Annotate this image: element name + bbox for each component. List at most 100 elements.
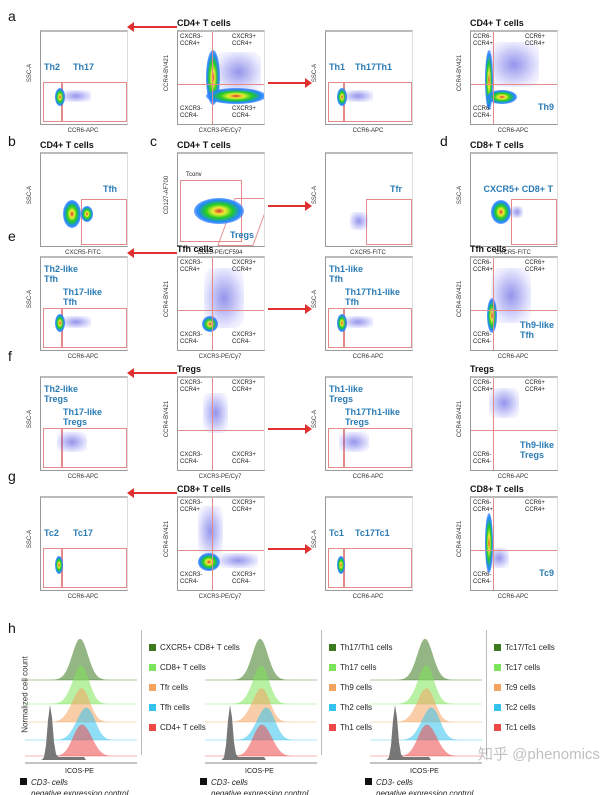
legend-label: Tfh cells — [160, 703, 190, 712]
quadrant-label-line: CCR4- — [232, 459, 251, 465]
quadrant-label: CCR6+ CCR4+ — [525, 380, 545, 394]
y-axis-label: SSC-A — [27, 185, 33, 205]
cell-density — [485, 513, 493, 573]
y-axis-label: CCR4-BV421 — [457, 520, 463, 558]
watermark: 知乎 @phenomics — [478, 746, 600, 763]
quadrant-label-line: CXCR3+ — [232, 332, 256, 338]
legend-label: Th17 cells — [340, 663, 377, 672]
y-axis-label: SSC-A — [27, 289, 33, 309]
quadrant-label-line: CCR4+ — [232, 507, 252, 513]
quadrant-label: CXCR3+ CCR4+ — [232, 34, 256, 48]
panel-title: CD8+ T cells — [470, 140, 524, 150]
quadrant-label-line: CCR4- — [473, 339, 492, 345]
quadrant-label: CXCR3- CCR4+ — [180, 380, 202, 394]
gate-line — [493, 498, 494, 590]
x-axis-label: CXCR5-FITC — [495, 250, 531, 256]
quadrant-label-line: CCR6- — [473, 34, 492, 40]
flow-plot-g2: CXCR3- CCR4+ CXCR3+ CCR4+ CXCR3- CCR4- CXCR3+ C… — [177, 496, 265, 591]
flow-plot-a3: Th1 Th17Th1 — [325, 30, 413, 125]
gate-line — [471, 84, 557, 85]
x-axis-label: CCR6-APC — [67, 354, 99, 360]
quadrant-label: CXCR3- CCR4- — [180, 106, 202, 120]
arrow-right — [268, 78, 312, 88]
population-label: Th9-like Tfh — [519, 320, 554, 340]
quadrant-label-line: CCR6- — [473, 260, 492, 266]
flow-plot-f2: CXCR3- CCR4+ CXCR3+ CCR4+ CXCR3- CCR4- CXCR3+ C… — [177, 376, 265, 471]
histogram-th1-cells — [210, 724, 310, 756]
quadrant-label-line: CCR6- — [473, 500, 492, 506]
y-axis-label: SSC-A — [27, 529, 33, 549]
quadrant-label-line: CXCR3+ — [232, 380, 256, 386]
quadrant-label: CXCR3- CCR4- — [180, 332, 202, 346]
histogram-x-axis-label: ICOS-PE — [410, 768, 439, 775]
x-axis-label: CCR6-APC — [67, 594, 99, 600]
gate-line — [471, 550, 557, 551]
histogram-cxcr5-cd8-t-cells — [30, 638, 130, 680]
histogram-tc1-cells — [375, 724, 475, 756]
x-axis-label: CCR6-APC — [497, 474, 529, 480]
flow-plot-g3: Tc1 Tc17Tc1 — [325, 496, 413, 591]
quadrant-label-line: CCR4+ — [180, 507, 200, 513]
control-swatch — [20, 778, 27, 785]
panel-title: Tregs — [470, 364, 495, 374]
legend-item: CD8+ T cells — [149, 663, 206, 672]
gate-line — [212, 498, 213, 590]
cell-scatter — [57, 432, 87, 452]
quadrant-label-line: CCR6+ — [525, 380, 545, 386]
quadrant-label-line: CCR6- — [473, 332, 492, 338]
gate-line — [493, 258, 494, 350]
quadrant-label: CXCR3- CCR4+ — [180, 500, 202, 514]
y-axis-label: SSC-A — [312, 63, 318, 83]
cell-scatter — [343, 316, 373, 328]
control-label: CD3- cells — [376, 778, 413, 787]
legend-swatch — [494, 664, 501, 671]
population-label-tregs: Tregs — [230, 230, 255, 240]
cell-scatter — [350, 212, 368, 230]
y-axis-label: SSC-A — [312, 185, 318, 205]
x-axis-label: CCR6-APC — [352, 474, 384, 480]
histogram-cd3-negative-control — [375, 705, 475, 760]
panel-title: CD4+ T cells — [177, 140, 231, 150]
gate-line — [493, 378, 494, 470]
population-label-left: Tc2 — [44, 528, 59, 538]
gate-right — [343, 308, 412, 348]
legend-item: CD4+ T cells — [149, 723, 206, 732]
population-label-right: Th17-like Tregs — [63, 407, 103, 427]
flow-plot-g1: Tc2 Tc17 — [40, 496, 128, 591]
y-axis-label: CCR4-BV421 — [457, 400, 463, 438]
panel-letter: b — [8, 133, 16, 149]
cell-density — [198, 553, 220, 571]
panel-letter: g — [8, 468, 16, 484]
quadrant-label: CCR6- CCR4- — [473, 452, 491, 466]
legend-item: Tc17/Tc1 cells — [494, 643, 555, 652]
control-note: negative expression control — [31, 789, 129, 795]
gate-right — [61, 548, 127, 588]
histogram-cd3-negative-control — [210, 705, 310, 760]
quadrant-label-line: CCR4+ — [473, 387, 493, 393]
flow-plot-g4: CCR6- CCR4+ CCR6+ CCR4+ CCR6- CCR4- Tc9 — [470, 496, 558, 591]
quadrant-label-line: CCR4+ — [525, 507, 545, 513]
cell-density — [337, 314, 347, 332]
legend-label: Tfr cells — [160, 683, 188, 692]
y-axis-label: SSC-A — [312, 289, 318, 309]
y-axis-label: SSC-A — [457, 185, 463, 205]
flow-plot-c2: Tfr — [325, 152, 413, 247]
y-axis-label: CCR4-BV421 — [164, 280, 170, 318]
quadrant-label-line: CCR4+ — [232, 267, 252, 273]
quadrant-label-line: CCR4- — [180, 579, 199, 585]
quadrant-label-line: CCR4+ — [232, 41, 252, 47]
flow-plot-a4: CCR6- CCR4+ CCR6+ CCR4+ CCR6- CCR4- Th9 — [470, 30, 558, 125]
legend-item: Tc1 cells — [494, 723, 536, 732]
histogram-tc9-cells — [375, 688, 475, 722]
legend-swatch — [494, 684, 501, 691]
legend-swatch — [149, 664, 156, 671]
control-swatch — [200, 778, 207, 785]
cell-density — [55, 556, 63, 574]
quadrant-label-line: CCR6- — [473, 106, 492, 112]
gate-box — [511, 199, 557, 245]
histogram-x-axis-label: ICOS-PE — [245, 768, 274, 775]
quadrant-label-line: CCR4- — [180, 113, 199, 119]
flow-plot-e1: Th2-like Tfh Th17-like Tfh — [40, 256, 128, 351]
legend-swatch — [494, 724, 501, 731]
gate-line — [178, 84, 264, 85]
